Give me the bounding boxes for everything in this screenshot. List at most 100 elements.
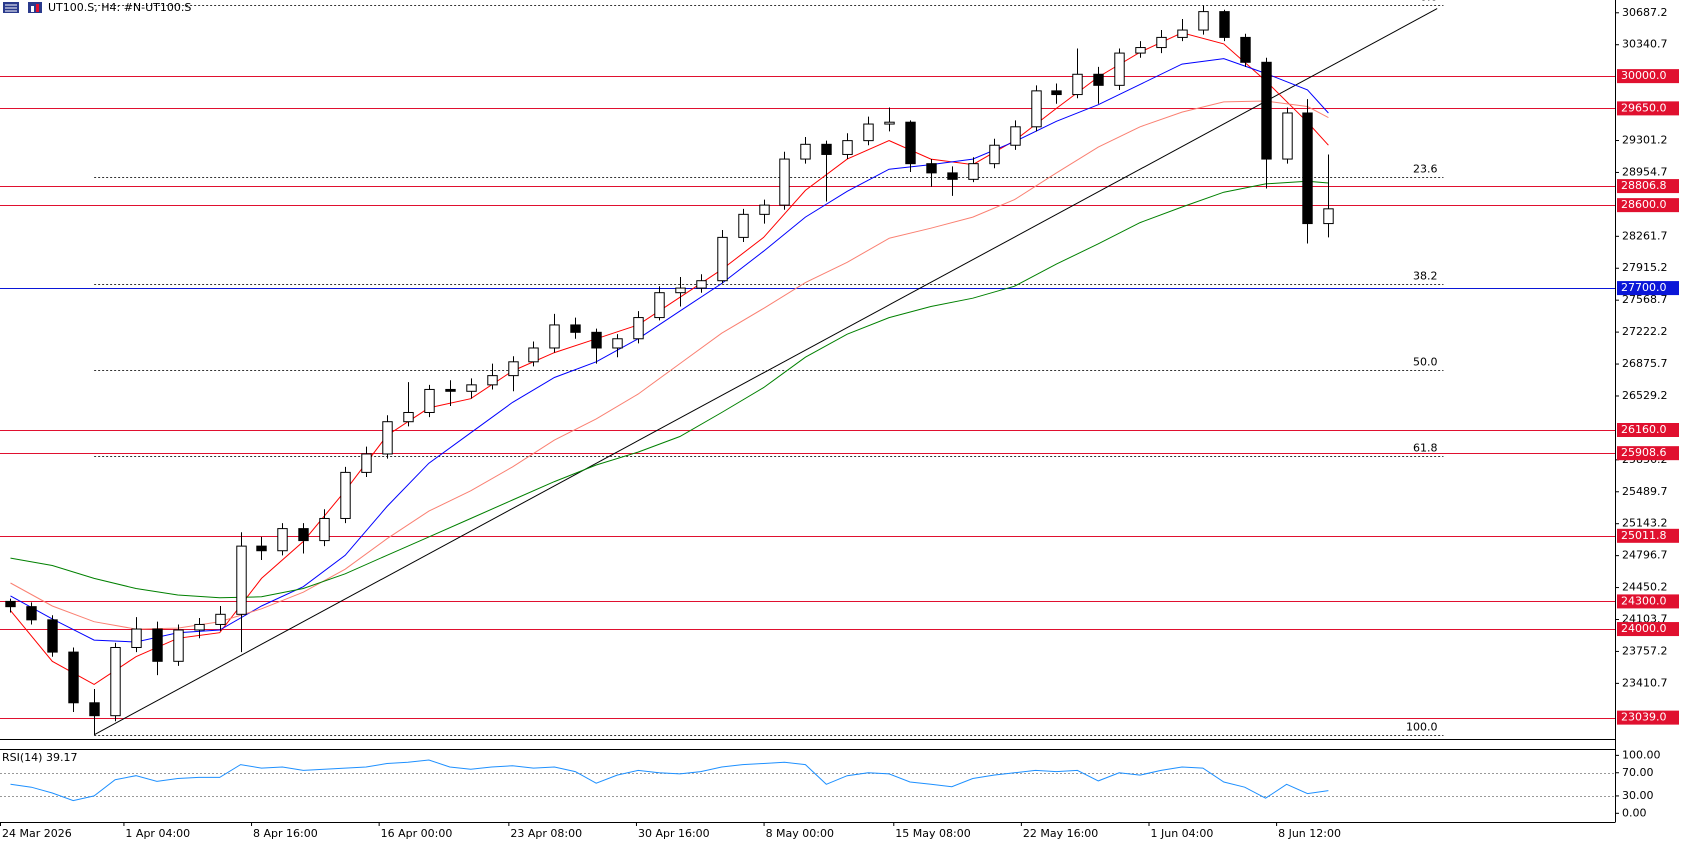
candle-body xyxy=(508,361,519,377)
level-label: 25908.6 xyxy=(1621,446,1667,459)
level-label: 27700.0 xyxy=(1621,281,1667,294)
candle-body xyxy=(424,388,435,413)
candle-body xyxy=(1010,126,1021,146)
x-tick-label: 15 May 08:00 xyxy=(895,827,970,840)
level-label: 24300.0 xyxy=(1621,594,1667,607)
moving-average xyxy=(10,32,1329,685)
price-panel: 0.0 23.6 38.2 50.0 61.8 100.0 xyxy=(0,0,1615,736)
candle-body xyxy=(863,123,874,142)
rsi-y-tick-label: 100.00 xyxy=(1622,748,1661,761)
level-label-box xyxy=(1617,179,1679,194)
fib-label: 50.0 xyxy=(1413,356,1438,369)
x-tick-label: 30 Apr 16:00 xyxy=(638,827,710,840)
level-label: 29650.0 xyxy=(1621,101,1667,114)
candle-body xyxy=(1323,208,1334,225)
candle-body xyxy=(1302,112,1313,225)
y-tick-label: 26529.2 xyxy=(1622,389,1668,402)
level-label: 30000.0 xyxy=(1621,69,1667,82)
x-tick-label: 8 Apr 16:00 xyxy=(253,827,318,840)
candle-body xyxy=(1282,112,1293,160)
fib-label: 38.2 xyxy=(1413,270,1438,283)
candle-body xyxy=(989,144,1000,165)
candle-body xyxy=(842,140,853,155)
moving-average xyxy=(10,180,1329,599)
candle-body xyxy=(1240,36,1251,63)
candle-body xyxy=(549,324,560,349)
x-tick-label: 23 Apr 08:00 xyxy=(510,827,582,840)
candle-body xyxy=(152,628,163,662)
rsi-line xyxy=(10,759,1329,802)
candle-body xyxy=(947,172,958,180)
level-label-box xyxy=(1617,594,1679,609)
candle-body xyxy=(633,317,644,340)
candle-body xyxy=(277,528,288,552)
chart-title: UT100.S, H4: #N-UT100.S xyxy=(48,1,191,14)
candle-body xyxy=(340,471,351,519)
rsi-y-tick-label: 0.00 xyxy=(1622,806,1647,819)
candle-body xyxy=(173,629,184,662)
candle-body xyxy=(487,375,498,386)
level-label: 24000.0 xyxy=(1621,622,1667,635)
candle-body xyxy=(1198,11,1209,31)
y-tick-label: 25143.2 xyxy=(1622,517,1668,530)
candle-body xyxy=(738,213,749,238)
candle-body xyxy=(68,651,79,704)
candle-body xyxy=(256,545,267,552)
candle-body xyxy=(110,646,121,717)
candle-body xyxy=(1072,73,1083,96)
candle-body xyxy=(236,545,247,615)
y-tick-label: 26875.7 xyxy=(1622,357,1668,370)
level-label: 25011.8 xyxy=(1621,529,1667,542)
x-tick-label: 22 May 16:00 xyxy=(1023,827,1098,840)
level-label: 28600.0 xyxy=(1621,198,1667,211)
candle-body xyxy=(612,338,623,349)
chart-icon[interactable] xyxy=(28,2,42,13)
trendline xyxy=(93,8,1438,736)
candle-body xyxy=(1261,61,1272,160)
level-label-box xyxy=(1617,622,1679,637)
fib-label: 23.6 xyxy=(1413,163,1438,176)
y-tick-label: 24450.2 xyxy=(1622,581,1668,594)
level-label-box xyxy=(1617,710,1679,725)
candle-body xyxy=(466,384,477,392)
candle-body xyxy=(131,628,142,648)
candle-body xyxy=(779,158,790,206)
x-tick-label: 24 Mar 2026 xyxy=(2,827,72,840)
candle-body xyxy=(591,331,602,349)
candle-body xyxy=(1093,73,1104,86)
candle-body xyxy=(445,388,456,392)
candle-body xyxy=(47,619,58,653)
level-label-box xyxy=(1617,198,1679,213)
level-label-box xyxy=(1617,423,1679,438)
candle-body xyxy=(905,121,916,165)
candle-body xyxy=(968,163,979,180)
y-tick-label: 24796.7 xyxy=(1622,549,1668,562)
candle-body xyxy=(5,600,16,608)
candle-body xyxy=(1114,52,1125,86)
candle-body xyxy=(382,421,393,455)
level-label-box xyxy=(1617,281,1679,296)
fib-label: 61.8 xyxy=(1413,442,1438,455)
candle-body xyxy=(800,143,811,160)
y-tick-label: 23757.2 xyxy=(1622,644,1668,657)
x-tick-label: 16 Apr 00:00 xyxy=(381,827,453,840)
y-tick-label: 23410.7 xyxy=(1622,676,1668,689)
x-tick-label: 1 Jun 04:00 xyxy=(1150,827,1213,840)
fib-label: 0.0 xyxy=(1420,0,1438,4)
candle-body xyxy=(654,292,665,319)
level-label: 26160.0 xyxy=(1621,423,1667,436)
candle-body xyxy=(926,163,937,174)
candle-body xyxy=(1051,90,1062,96)
candle-body xyxy=(717,236,728,282)
candle-body xyxy=(26,606,37,621)
candle-body xyxy=(298,528,309,542)
x-tick-label: 8 Jun 12:00 xyxy=(1278,827,1341,840)
candle-body xyxy=(194,623,205,631)
level-label: 23039.0 xyxy=(1621,711,1667,724)
y-tick-label: 25489.7 xyxy=(1622,485,1668,498)
candle-body xyxy=(1031,90,1042,128)
fib-label: 100.0 xyxy=(1406,721,1438,734)
